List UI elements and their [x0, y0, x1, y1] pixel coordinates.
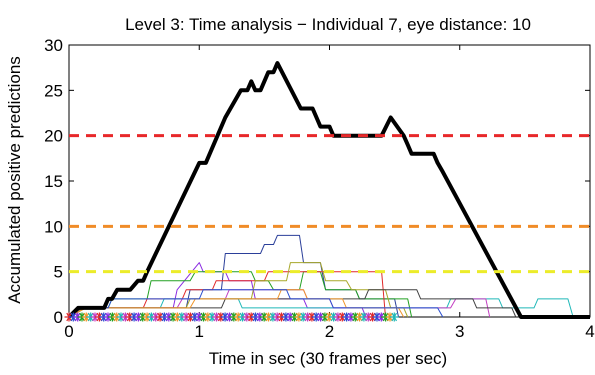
star-marker-75 — [389, 312, 399, 322]
x-tick-label-0: 0 — [64, 322, 73, 341]
y-tick-label-3: 15 — [44, 172, 63, 191]
y-tick-label-0: 0 — [54, 308, 63, 327]
series-line-0 — [68, 234, 399, 318]
x-tick-label-4: 4 — [585, 322, 594, 341]
x-axis-label: Time in sec (30 frames per sec) — [209, 349, 447, 368]
y-axis-label: Accumulated positive predictions — [5, 56, 24, 304]
y-tick-label-4: 20 — [44, 127, 63, 146]
y-tick-label-6: 30 — [44, 36, 63, 55]
series-line-2 — [68, 271, 413, 318]
x-tick-label-3: 3 — [455, 322, 464, 341]
y-tick-label-1: 5 — [54, 263, 63, 282]
series-line-7 — [68, 289, 517, 318]
series-line-4 — [68, 298, 574, 318]
y-tick-label-5: 25 — [44, 81, 63, 100]
x-tick-label-1: 1 — [195, 322, 204, 341]
x-tick-label-2: 2 — [325, 322, 334, 341]
chart-title: Level 3: Time analysis − Individual 7, e… — [125, 15, 531, 34]
plot-area: 0 1 2 3 4 0 5 10 15 20 25 30 — [44, 36, 595, 341]
series-line-1 — [68, 262, 367, 318]
series-line-main — [67, 61, 590, 319]
y-tick-label-2: 10 — [44, 217, 63, 236]
series-line-6 — [68, 262, 409, 318]
